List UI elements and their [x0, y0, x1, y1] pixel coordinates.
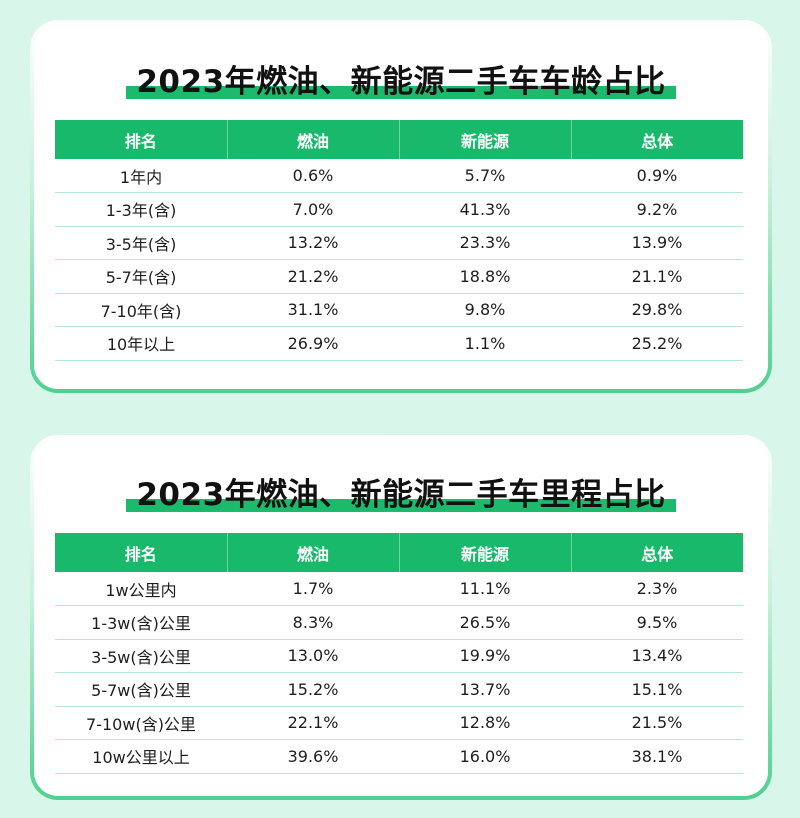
cell-overall: 13.9%	[571, 226, 743, 260]
cell-fuel: 31.1%	[227, 293, 399, 327]
table-row: 5-7w(含)公里 15.2% 13.7% 15.1%	[55, 672, 743, 707]
cell-rank: 5-7w(含)公里	[55, 672, 227, 707]
cell-overall: 15.1%	[571, 672, 743, 707]
cell-fuel: 15.2%	[227, 672, 399, 707]
cell-fuel: 26.9%	[227, 326, 399, 361]
table-row: 1w公里内 1.7% 11.1% 2.3%	[55, 572, 743, 606]
mileage-title: 2023年燃油、新能源二手车里程占比	[126, 469, 676, 514]
cell-fuel: 22.1%	[227, 706, 399, 740]
age-card: 2023年燃油、新能源二手车车龄占比 排名 燃油 新能源 总体 1年内 0.6%…	[30, 20, 772, 393]
table-row: 1-3年(含) 7.0% 41.3% 9.2%	[55, 192, 743, 227]
cell-fuel: 8.3%	[227, 605, 399, 640]
cell-rank: 1-3w(含)公里	[55, 605, 227, 640]
cell-overall: 38.1%	[571, 739, 743, 774]
cell-overall: 21.5%	[571, 706, 743, 740]
cell-new-energy: 13.7%	[399, 672, 571, 707]
cell-fuel: 13.2%	[227, 226, 399, 260]
cell-new-energy: 9.8%	[399, 293, 571, 327]
table-header-row: 排名 燃油 新能源 总体	[55, 533, 743, 572]
cell-rank: 3-5年(含)	[55, 226, 227, 260]
age-title-wrap: 2023年燃油、新能源二手车车龄占比	[34, 56, 768, 101]
cell-fuel: 21.2%	[227, 259, 399, 294]
cell-new-energy: 16.0%	[399, 739, 571, 774]
cell-new-energy: 12.8%	[399, 706, 571, 740]
cell-new-energy: 26.5%	[399, 605, 571, 640]
header-new-energy: 新能源	[399, 533, 572, 572]
header-fuel: 燃油	[227, 533, 400, 572]
header-fuel: 燃油	[227, 120, 400, 159]
table-row: 7-10w(含)公里 22.1% 12.8% 21.5%	[55, 706, 743, 740]
cell-new-energy: 1.1%	[399, 326, 571, 361]
cell-fuel: 7.0%	[227, 192, 399, 227]
table-header-row: 排名 燃油 新能源 总体	[55, 120, 743, 159]
cell-rank: 1w公里内	[55, 572, 227, 606]
table-row: 10w公里以上 39.6% 16.0% 38.1%	[55, 739, 743, 774]
cell-new-energy: 19.9%	[399, 639, 571, 673]
cell-rank: 1-3年(含)	[55, 192, 227, 227]
cell-fuel: 39.6%	[227, 739, 399, 774]
header-rank: 排名	[55, 120, 228, 159]
cell-fuel: 0.6%	[227, 159, 399, 193]
cell-rank: 5-7年(含)	[55, 259, 227, 294]
cell-new-energy: 23.3%	[399, 226, 571, 260]
cell-rank: 7-10年(含)	[55, 293, 227, 327]
table-row: 1-3w(含)公里 8.3% 26.5% 9.5%	[55, 605, 743, 640]
header-overall: 总体	[571, 533, 743, 572]
cell-overall: 25.2%	[571, 326, 743, 361]
cell-overall: 0.9%	[571, 159, 743, 193]
table-row: 10年以上 26.9% 1.1% 25.2%	[55, 326, 743, 361]
age-table: 排名 燃油 新能源 总体 1年内 0.6% 5.7% 0.9% 1-3年(含) …	[55, 120, 743, 361]
table-row: 1年内 0.6% 5.7% 0.9%	[55, 159, 743, 193]
cell-overall: 2.3%	[571, 572, 743, 606]
cell-rank: 10w公里以上	[55, 739, 227, 774]
table-row: 3-5年(含) 13.2% 23.3% 13.9%	[55, 226, 743, 260]
cell-overall: 21.1%	[571, 259, 743, 294]
cell-rank: 3-5w(含)公里	[55, 639, 227, 673]
mileage-table: 排名 燃油 新能源 总体 1w公里内 1.7% 11.1% 2.3% 1-3w(…	[55, 533, 743, 774]
cell-rank: 1年内	[55, 159, 227, 193]
mileage-card: 2023年燃油、新能源二手车里程占比 排名 燃油 新能源 总体 1w公里内 1.…	[30, 435, 772, 800]
header-rank: 排名	[55, 533, 228, 572]
table-row: 5-7年(含) 21.2% 18.8% 21.1%	[55, 259, 743, 294]
cell-new-energy: 18.8%	[399, 259, 571, 294]
cell-new-energy: 41.3%	[399, 192, 571, 227]
cell-overall: 29.8%	[571, 293, 743, 327]
cell-overall: 9.2%	[571, 192, 743, 227]
table-row: 3-5w(含)公里 13.0% 19.9% 13.4%	[55, 639, 743, 673]
age-title: 2023年燃油、新能源二手车车龄占比	[126, 56, 676, 101]
cell-new-energy: 11.1%	[399, 572, 571, 606]
cell-overall: 13.4%	[571, 639, 743, 673]
mileage-title-text: 2023年燃油、新能源二手车里程占比	[136, 477, 666, 513]
cell-new-energy: 5.7%	[399, 159, 571, 193]
cell-rank: 10年以上	[55, 326, 227, 361]
cell-rank: 7-10w(含)公里	[55, 706, 227, 740]
mileage-title-wrap: 2023年燃油、新能源二手车里程占比	[34, 469, 768, 514]
cell-overall: 9.5%	[571, 605, 743, 640]
cell-fuel: 1.7%	[227, 572, 399, 606]
header-new-energy: 新能源	[399, 120, 572, 159]
age-title-text: 2023年燃油、新能源二手车车龄占比	[136, 64, 666, 100]
table-row: 7-10年(含) 31.1% 9.8% 29.8%	[55, 293, 743, 327]
header-overall: 总体	[571, 120, 743, 159]
cell-fuel: 13.0%	[227, 639, 399, 673]
